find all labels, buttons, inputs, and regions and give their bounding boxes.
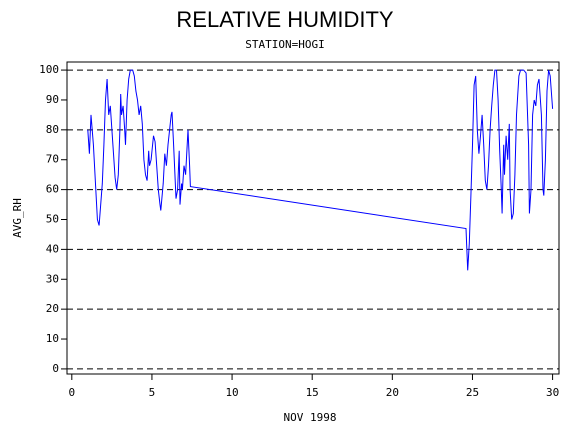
plot-frame — [66, 61, 560, 375]
y-tick-label: 60 — [46, 183, 59, 196]
x-tick-label: 30 — [546, 386, 559, 399]
y-tick-label: 10 — [46, 332, 59, 345]
x-tick-label: 0 — [68, 386, 75, 399]
y-tick-label: 30 — [46, 272, 59, 285]
chart-title: RELATIVE HUMIDITY — [176, 7, 394, 32]
chart-subtitle: STATION=HOGI — [245, 38, 324, 51]
x-axis-label: NOV 1998 — [284, 411, 337, 424]
y-tick-label: 0 — [52, 362, 59, 375]
y-axis-label: AVG_RH — [11, 198, 24, 238]
y-tick-label: 90 — [46, 93, 59, 106]
data-line — [87, 69, 554, 271]
x-tick-label: 15 — [306, 386, 319, 399]
x-tick-label: 5 — [149, 386, 156, 399]
y-tick-label: 70 — [46, 153, 59, 166]
x-tick-label: 20 — [386, 386, 399, 399]
y-tick-label: 50 — [46, 212, 59, 225]
y-tick-label: 100 — [39, 63, 59, 76]
y-tick-label: 80 — [46, 123, 59, 136]
y-tick-label: 20 — [46, 302, 59, 315]
y-tick-label: 40 — [46, 242, 59, 255]
x-tick-label: 10 — [225, 386, 238, 399]
x-tick-label: 25 — [466, 386, 479, 399]
